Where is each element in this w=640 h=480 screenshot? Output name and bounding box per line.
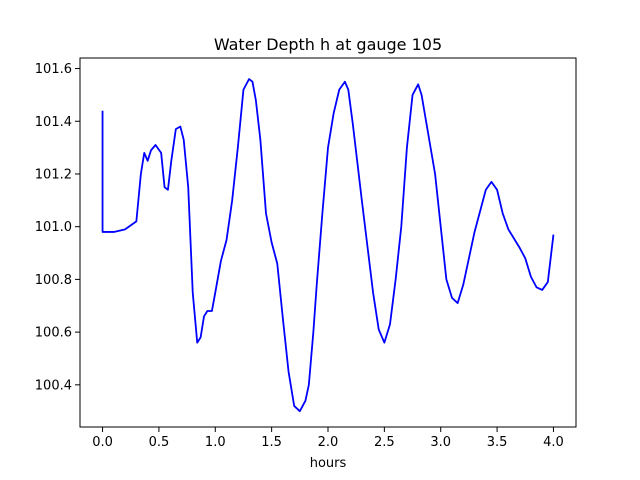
y-tick-label: 100.4: [35, 378, 72, 393]
chart-title: Water Depth h at gauge 105: [214, 35, 442, 54]
x-tick-label: 1.0: [205, 435, 226, 450]
y-tick-label: 101.6: [35, 62, 72, 77]
x-tick-label: 3.0: [430, 435, 451, 450]
y-tick-label: 101.0: [35, 220, 72, 235]
series-line-0: [101, 78, 555, 413]
x-axis-label: hours: [310, 456, 347, 471]
x-tick-label: 2.0: [318, 435, 339, 450]
y-tick-label: 100.8: [35, 273, 72, 288]
x-tick-label: 0.5: [149, 435, 170, 450]
y-tick-label: 100.6: [35, 326, 72, 341]
y-tick-label: 101.4: [35, 115, 72, 130]
x-tick-label: 4.0: [543, 435, 564, 450]
x-tick-label: 0.0: [92, 435, 113, 450]
x-tick-label: 1.5: [261, 435, 282, 450]
x-tick-label: 2.5: [374, 435, 395, 450]
y-tick-label: 101.2: [35, 167, 72, 182]
x-tick-label: 3.5: [487, 435, 508, 450]
